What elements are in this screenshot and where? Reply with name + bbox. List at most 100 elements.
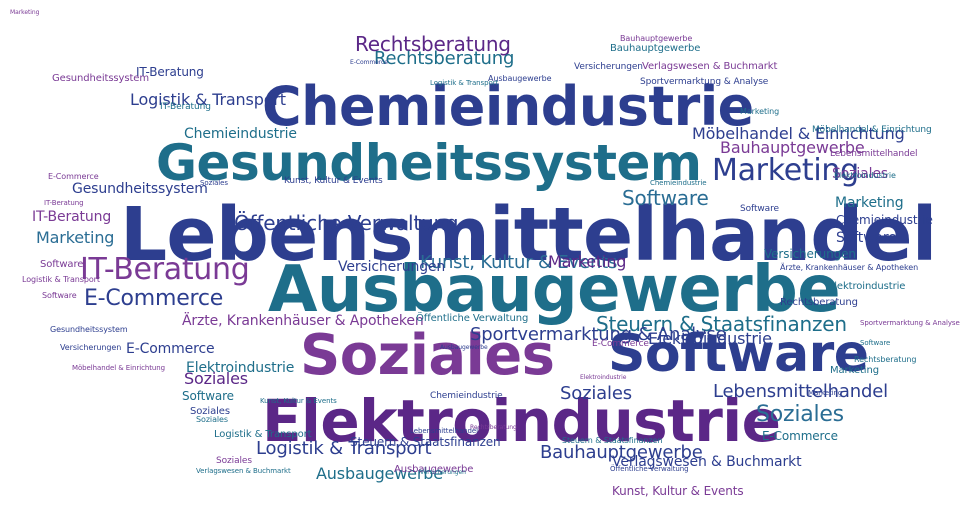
word-moebelhandel-and-einrichtung: Möbelhandel & Einrichtung [812,125,932,135]
word-chemieindustrie: Chemieindustrie [430,391,503,401]
word-marketing: Marketing [808,389,843,397]
word-steuern-and-staatsfinanzen: Steuern & Staatsfinanzen [350,435,501,449]
word-it-beratung: IT-Beratung [160,102,211,112]
word-ausbaugewerbe: Ausbaugewerbe [316,464,443,483]
word-aerzte-krankenhaeuser-and-apotheken: Ärzte, Krankenhäuser & Apotheken [780,263,919,272]
word-versicherungen: Versicherungen [764,247,856,261]
word-software: Software [836,230,897,246]
word-software: Software [860,339,891,347]
word-verlagswesen-and-buchmarkt: Verlagswesen & Buchmarkt [642,61,778,72]
word-marketing: Marketing [548,252,627,271]
word-lebensmittelhandel: Lebensmittelhandel [120,192,937,278]
word-elektroindustrie: Elektroindustrie [580,374,627,381]
word-logistik-and-transport: Logistik & Transport [214,429,312,440]
word-lebensmittelhandel: Lebensmittelhandel [410,427,479,435]
word-gesundheitssystem: Gesundheitssystem [50,325,128,334]
word-verlagswesen-and-buchmarkt: Verlagswesen & Buchmarkt [196,467,291,475]
word-elektroindustrie: Elektroindustrie [648,329,772,348]
word-rechtsberatung: Rechtsberatung [854,355,917,364]
word-ausbaugewerbe: Ausbaugewerbe [488,74,552,83]
word-soziales: Soziales [560,383,632,404]
word-it-beratung: IT-Beratung [80,252,250,287]
word-e-commerce: E-Commerce [48,172,99,181]
word-bauhauptgewerbe: Bauhauptgewerbe [610,43,701,54]
word-it-beratung: IT-Beratung [44,199,84,207]
word-chemieindustrie: Chemieindustrie [262,75,754,138]
word-marketing: Marketing [36,228,115,247]
word-chemieindustrie: Chemieindustrie [836,213,933,227]
word-versicherungen: Versicherungen [338,259,446,275]
word-versicherungen: Versicherungen [60,343,122,352]
word-oeffentliche-verwaltung: Öffentliche Verwaltung [234,211,459,235]
word-moebelhandel-and-einrichtung: Möbelhandel & Einrichtung [692,124,905,143]
word-lebensmittelhandel: Lebensmittelhandel [713,381,888,402]
word-software: Software [608,324,869,384]
word-versicherungen: Versicherungen [574,62,643,72]
word-marketing: Marketing [830,365,879,376]
word-software: Software [622,186,709,210]
word-e-commerce: E-Commerce [84,286,224,311]
word-e-commerce: E-Commerce [592,339,649,349]
word-software: Software [42,291,77,300]
word-sportvermarktung-and-analyse: Sportvermarktung & Analyse [860,319,960,327]
word-ausbaugewerbe: Ausbaugewerbe [440,344,488,351]
word-soziales: Soziales [832,166,888,182]
word-logistik-and-transport: Logistik & Transport [256,438,432,459]
word-oeffentliche-verwaltung: Öffentliche Verwaltung [416,313,529,324]
word-oeffentliche-verwaltung: Öffentliche Verwaltung [610,465,689,473]
word-marketing: Marketing [740,107,780,116]
word-rechtsberatung: Rechtsberatung [374,48,515,69]
word-logistik-and-transport: Logistik & Transport [22,275,100,284]
word-logistik-and-transport: Logistik & Transport [430,79,499,87]
word-lebensmittelhandel: Lebensmittelhandel [830,149,918,159]
word-ausbaugewerbe: Ausbaugewerbe [268,253,841,327]
word-sportvermarktung-and-analyse: Sportvermarktung & Analyse [470,324,727,345]
word-aerzte-krankenhaeuser-and-apotheken: Ärzte, Krankenhäuser & Apotheken [182,313,424,329]
word-sportvermarktung-and-analyse: Sportvermarktung & Analyse [640,77,769,87]
word-soziales: Soziales [216,456,252,466]
word-ausbaugewerbe: Ausbaugewerbe [394,464,474,475]
word-bauhauptgewerbe: Bauhauptgewerbe [620,34,693,43]
word-marketing: Marketing [835,195,904,211]
word-gesundheitssystem: Gesundheitssystem [52,73,149,84]
word-marketing: Marketing [712,153,859,188]
word-soziales: Soziales [756,402,844,427]
word-e-commerce: E-Commerce [350,59,388,66]
word-it-beratung: IT-Beratung [136,65,204,79]
word-gesundheitssystem: Gesundheitssystem [72,181,208,197]
word-e-commerce: E-Commerce [126,341,215,357]
word-logistik-and-transport: Logistik & Transport [130,90,286,109]
word-soziales: Soziales [190,406,230,417]
word-chemieindustrie: Chemieindustrie [650,179,707,187]
word-steuern-and-staatsfinanzen: Steuern & Staatsfinanzen [562,436,663,445]
word-soziales: Soziales [300,323,555,388]
word-verlagswesen-and-buchmarkt: Verlagswesen & Buchmarkt [612,454,802,470]
word-rechtsberatung: Rechtsberatung [355,32,511,56]
word-elektroindustrie: Elektroindustrie [262,387,781,455]
word-elektroindustrie: Elektroindustrie [186,360,295,376]
word-versicherungen: Versicherungen [420,469,466,476]
word-elektroindustrie: Elektroindustrie [828,281,906,292]
word-rechtsberatung: Rechtsberatung [470,424,517,431]
word-bauhauptgewerbe: Bauhauptgewerbe [540,442,703,463]
word-soziales: Soziales [184,369,248,388]
word-it-beratung: IT-Beratung [32,209,112,225]
word-chemieindustrie: Chemieindustrie [184,126,297,142]
word-elektroindustrie: Elektroindustrie [834,171,896,180]
word-software: Software [740,204,779,214]
word-kunst-kultur-and-events: Kunst, Kultur & Events [260,397,337,405]
word-e-commerce: E-Commerce [762,429,838,443]
word-software: Software [40,259,84,270]
word-marketing: Marketing [10,9,40,16]
word-soziales: Soziales [200,179,228,187]
word-soziales: Soziales [196,415,228,424]
word-moebelhandel-and-einrichtung: Möbelhandel & Einrichtung [72,364,166,372]
word-bauhauptgewerbe: Bauhauptgewerbe [720,138,865,157]
word-rechtsberatung: Rechtsberatung [780,297,858,308]
word-kunst-kultur-and-events: Kunst, Kultur & Events [420,252,618,273]
word-steuern-and-staatsfinanzen: Steuern & Staatsfinanzen [596,312,847,336]
word-kunst-kultur-and-events: Kunst, Kultur & Events [284,176,383,186]
word-software: Software [182,389,234,403]
word-gesundheitssystem: Gesundheitssystem [156,134,702,192]
